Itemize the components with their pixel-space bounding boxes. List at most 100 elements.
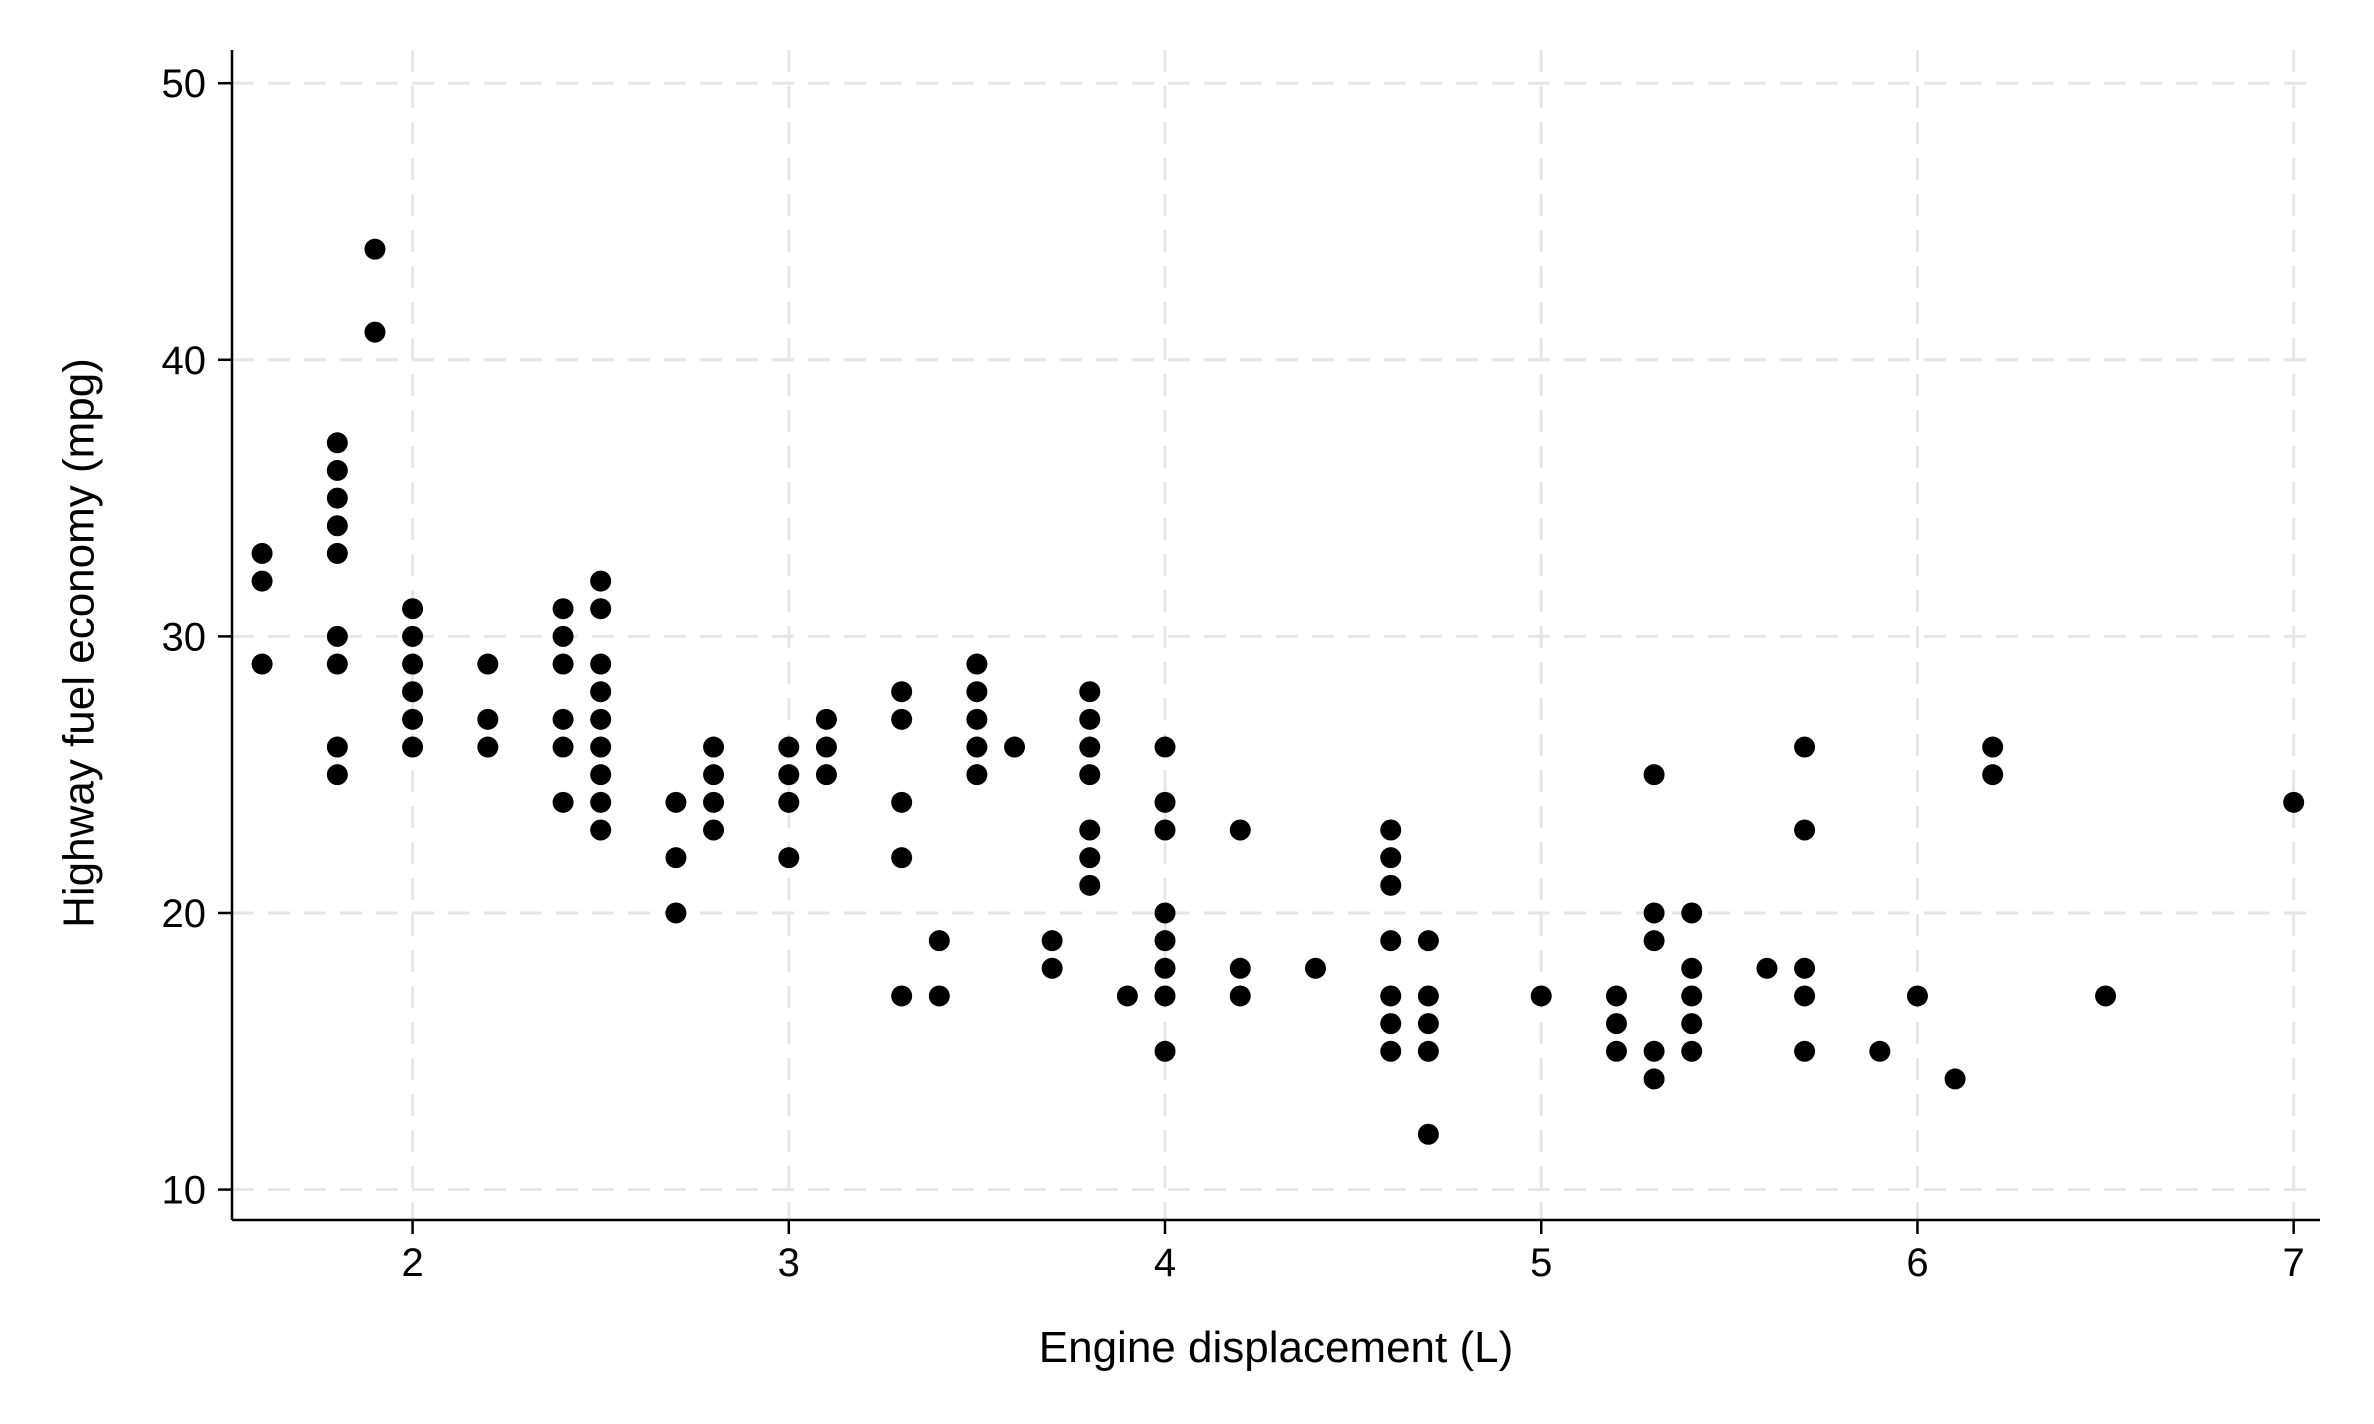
data-point bbox=[326, 736, 348, 758]
data-point bbox=[891, 681, 913, 703]
data-point bbox=[1643, 1040, 1665, 1062]
data-point bbox=[1417, 1123, 1439, 1145]
data-point bbox=[966, 736, 988, 758]
data-point bbox=[326, 625, 348, 647]
data-point bbox=[1982, 764, 2004, 786]
data-point bbox=[1154, 985, 1176, 1007]
tick-labels: 2 3 4 5 6 7 10 20 30 40 50 bbox=[162, 62, 2305, 1285]
data-point bbox=[778, 847, 800, 869]
data-point bbox=[966, 764, 988, 786]
data-point bbox=[326, 764, 348, 786]
data-point bbox=[815, 736, 837, 758]
data-point bbox=[1417, 930, 1439, 952]
y-tick-label: 50 bbox=[162, 62, 207, 106]
data-point bbox=[326, 487, 348, 509]
y-axis-title: Highway fuel economy (mpg) bbox=[55, 358, 104, 928]
data-point bbox=[1643, 764, 1665, 786]
data-point bbox=[590, 819, 612, 841]
data-point bbox=[477, 653, 499, 675]
data-point bbox=[477, 736, 499, 758]
data-point bbox=[1417, 1013, 1439, 1035]
data-point bbox=[326, 542, 348, 564]
data-point bbox=[1681, 1013, 1703, 1035]
data-point bbox=[928, 985, 950, 1007]
data-point bbox=[1417, 1040, 1439, 1062]
data-point bbox=[703, 764, 725, 786]
data-point bbox=[1380, 985, 1402, 1007]
data-point bbox=[928, 930, 950, 952]
data-point bbox=[1794, 819, 1816, 841]
data-point bbox=[402, 736, 424, 758]
data-point bbox=[1605, 1040, 1627, 1062]
data-point bbox=[665, 791, 687, 813]
data-point bbox=[1079, 874, 1101, 896]
data-point bbox=[1229, 985, 1251, 1007]
data-point bbox=[1004, 736, 1026, 758]
data-point bbox=[1794, 985, 1816, 1007]
data-point bbox=[1154, 930, 1176, 952]
y-tick-label: 30 bbox=[162, 615, 207, 659]
data-point bbox=[2283, 791, 2305, 813]
data-point bbox=[665, 902, 687, 924]
data-point bbox=[1154, 736, 1176, 758]
data-point bbox=[1305, 957, 1327, 979]
data-point bbox=[402, 653, 424, 675]
data-point bbox=[251, 653, 273, 675]
data-point bbox=[1530, 985, 1552, 1007]
y-tick-label: 20 bbox=[162, 892, 207, 936]
gridlines bbox=[232, 50, 2320, 1220]
data-point bbox=[665, 847, 687, 869]
data-point bbox=[1154, 902, 1176, 924]
y-tick-label: 10 bbox=[162, 1169, 207, 1213]
x-axis-title: Engine displacement (L) bbox=[1039, 1323, 1513, 1372]
data-point bbox=[1154, 791, 1176, 813]
data-point bbox=[891, 791, 913, 813]
data-point bbox=[1605, 985, 1627, 1007]
data-point bbox=[1681, 985, 1703, 1007]
data-point bbox=[1041, 930, 1063, 952]
data-point bbox=[1041, 957, 1063, 979]
x-tick-label: 7 bbox=[2283, 1241, 2305, 1285]
data-point bbox=[251, 570, 273, 592]
data-point bbox=[1794, 736, 1816, 758]
data-point bbox=[364, 321, 386, 343]
data-point bbox=[703, 791, 725, 813]
data-point bbox=[477, 708, 499, 730]
data-point bbox=[1079, 847, 1101, 869]
data-point bbox=[891, 708, 913, 730]
data-point bbox=[1794, 1040, 1816, 1062]
data-point bbox=[326, 432, 348, 454]
data-point bbox=[778, 736, 800, 758]
data-point bbox=[2095, 985, 2117, 1007]
data-point bbox=[364, 238, 386, 260]
data-point bbox=[402, 708, 424, 730]
data-point bbox=[1380, 819, 1402, 841]
data-point bbox=[815, 708, 837, 730]
data-point bbox=[1229, 957, 1251, 979]
data-point bbox=[1794, 957, 1816, 979]
data-point bbox=[703, 819, 725, 841]
data-point bbox=[590, 681, 612, 703]
data-point bbox=[590, 598, 612, 620]
data-point bbox=[778, 764, 800, 786]
data-point bbox=[1380, 1013, 1402, 1035]
data-points bbox=[251, 238, 2305, 1145]
data-point bbox=[1079, 764, 1101, 786]
data-point bbox=[1154, 1040, 1176, 1062]
data-point bbox=[552, 653, 574, 675]
data-point bbox=[552, 791, 574, 813]
data-point bbox=[552, 625, 574, 647]
data-point bbox=[1906, 985, 1928, 1007]
data-point bbox=[815, 764, 837, 786]
data-point bbox=[552, 708, 574, 730]
data-point bbox=[402, 681, 424, 703]
data-point bbox=[1079, 708, 1101, 730]
data-point bbox=[590, 764, 612, 786]
data-point bbox=[590, 570, 612, 592]
data-point bbox=[891, 985, 913, 1007]
data-point bbox=[251, 542, 273, 564]
data-point bbox=[326, 515, 348, 537]
data-point bbox=[590, 653, 612, 675]
data-point bbox=[778, 791, 800, 813]
y-tick-label: 40 bbox=[162, 339, 207, 383]
